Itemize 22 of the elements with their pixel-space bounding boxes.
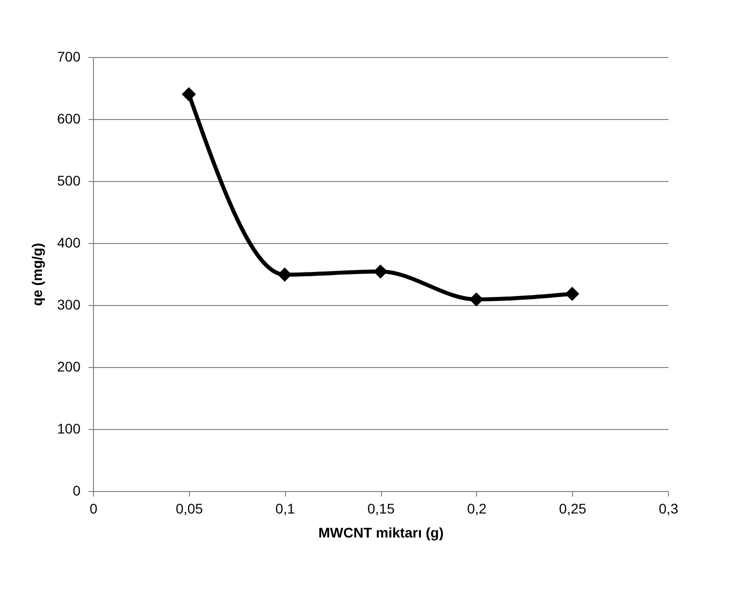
x-tick-label: 0,15: [367, 500, 395, 516]
y-tick-label: 400: [57, 234, 81, 250]
y-tick-label: 600: [57, 110, 81, 126]
point: [182, 87, 196, 102]
x-axis-title: MWCNT miktarı (g): [318, 524, 444, 540]
y-tick-label: 500: [57, 172, 81, 188]
x-tick-label: 0,2: [467, 500, 487, 516]
x-tick-label: 0: [90, 500, 98, 516]
y-tick-label: 300: [57, 296, 81, 312]
x-tick-label: 0,25: [559, 500, 587, 516]
y-tick-label: 200: [57, 358, 81, 374]
x-tick-label: 0,1: [275, 500, 296, 516]
x-tick-label: 0,05: [176, 500, 204, 516]
x-tick-label: 0,3: [658, 500, 678, 516]
y-axis-title: qe (mg/g): [29, 243, 46, 306]
y-tick-label: 100: [57, 420, 81, 436]
y-tick-label: 700: [57, 48, 81, 64]
point: [278, 268, 292, 282]
point: [565, 286, 580, 301]
point: [373, 264, 388, 279]
point: [469, 292, 484, 306]
y-tick-label: 0: [72, 482, 81, 498]
